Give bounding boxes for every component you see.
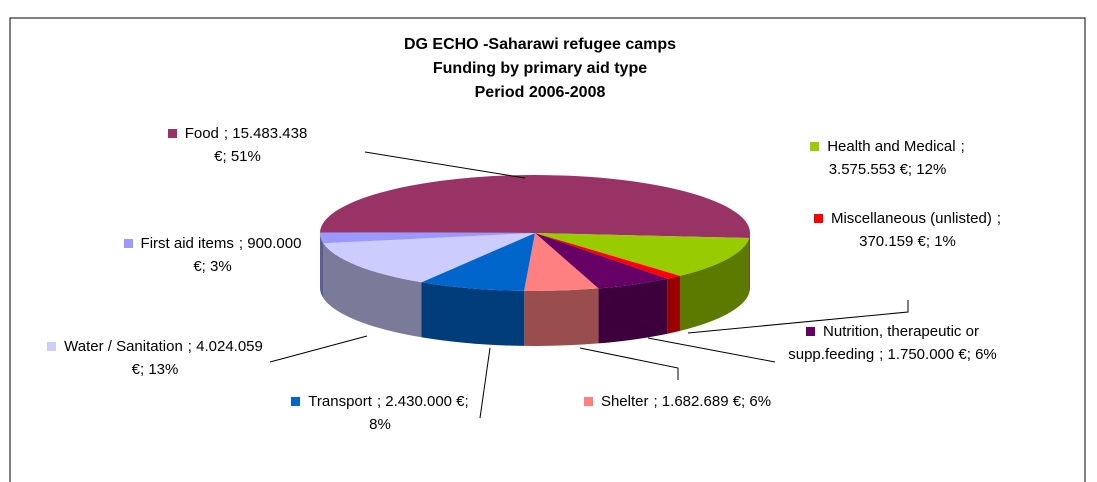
leader-line (579, 347, 679, 380)
value-label: ; 3.575.553 €; 12% (828, 138, 965, 178)
pie-side (320, 233, 324, 299)
title-line: Period 2006-2008 (474, 84, 606, 101)
pie-slice (535, 233, 668, 289)
leader-line (687, 300, 909, 334)
value-label: ; 900.000 €; 3% (193, 235, 302, 275)
data-label: Water / Sanitation; 4.024.059 €; 13% (40, 335, 270, 381)
value-label: ; 370.159 €; 1% (859, 210, 1002, 250)
chart-title: DG ECHO -Saharawi refugee camps Funding … (350, 33, 730, 105)
pie-side (323, 243, 422, 338)
title-line: Funding by primary aid type (432, 60, 648, 77)
legend-swatch (810, 142, 820, 151)
leader-line (364, 151, 526, 179)
legend-swatch (813, 214, 823, 223)
pie-slice (320, 175, 750, 239)
data-label: Health and Medical; 3.575.553 €; 12% (775, 135, 1000, 181)
value-label: ; 4.024.059 €; 13% (131, 338, 263, 378)
pie-side (524, 288, 599, 346)
category-label: Nutrition, therapeutic or supp.feeding (788, 323, 979, 363)
legend-swatch (806, 327, 816, 336)
legend-swatch (47, 342, 57, 351)
data-label: Shelter; 1.682.689 €; 6% (565, 390, 790, 413)
data-label: Nutrition, therapeutic or supp.feeding; … (780, 320, 1005, 366)
pie-slice (323, 233, 535, 283)
leader-line (647, 337, 776, 363)
value-label: ; 2.430.000 €; 8% (369, 393, 469, 433)
pie-slice (320, 232, 535, 244)
data-label: First aid items; 900.000 €; 3% (120, 232, 305, 278)
pie-side (679, 238, 750, 331)
legend-swatch (123, 239, 133, 248)
chart-border (9, 17, 1086, 482)
pie-side (749, 233, 750, 294)
category-label: First aid items (140, 235, 234, 252)
value-label: ; 15.483.438 €; 51% (214, 125, 308, 165)
value-label: ; 1.682.689 €; 6% (653, 393, 772, 410)
category-label: Health and Medical (827, 138, 956, 155)
category-label: Transport (308, 393, 372, 410)
category-label: Miscellaneous (unlisted) (830, 210, 992, 227)
data-label: Food; 15.483.438 €; 51% (160, 122, 315, 168)
legend-swatch (583, 397, 593, 406)
pie-slice (535, 233, 750, 276)
category-label: Food (184, 125, 219, 142)
pie-side (421, 282, 525, 346)
pie-side (598, 278, 668, 344)
pie-slice (421, 233, 535, 291)
category-label: Shelter (600, 393, 649, 410)
legend-swatch (291, 397, 301, 406)
title-line: DG ECHO -Saharawi refugee camps (403, 36, 677, 53)
pie-slice (524, 233, 599, 291)
legend-swatch (167, 129, 177, 138)
leader-line (479, 347, 491, 419)
pie-slice (535, 233, 680, 279)
leader-line (269, 335, 368, 363)
data-label: Miscellaneous (unlisted); 370.159 €; 1% (800, 207, 1015, 253)
pie-side (667, 275, 680, 334)
value-label: ; 1.750.000 €; 6% (879, 346, 997, 363)
category-label: Water / Sanitation (64, 338, 183, 355)
data-label: Transport; 2.430.000 €; 8% (280, 390, 480, 436)
